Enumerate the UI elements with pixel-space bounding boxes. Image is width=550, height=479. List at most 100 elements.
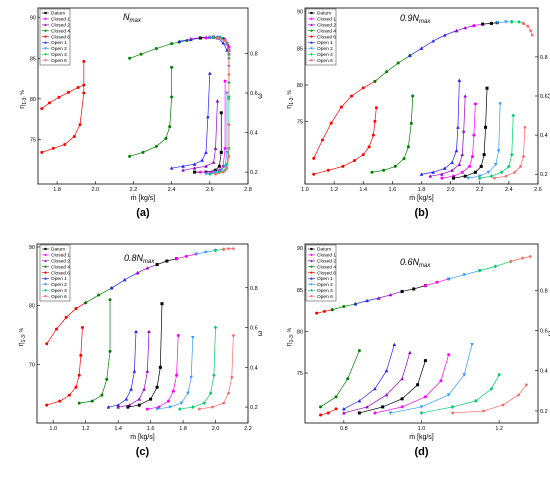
omega-point (186, 391, 190, 395)
omega-point (361, 153, 365, 157)
efficiency-point (184, 254, 188, 258)
efficiency-point (194, 252, 198, 256)
legend-entry: Open 2 (317, 282, 333, 288)
omega-point (346, 377, 350, 381)
omega-point (160, 302, 164, 306)
omega-line (200, 81, 226, 173)
efficiency-point (330, 308, 334, 312)
efficiency-point (412, 287, 416, 291)
omega-point (175, 373, 179, 377)
omega-point (374, 106, 378, 110)
legend-marker (310, 23, 313, 26)
omega-point (326, 168, 330, 172)
legend-marker (44, 29, 47, 32)
x-tick-label: 0.8 (340, 426, 348, 432)
omega-point (496, 149, 501, 153)
x-tick-label: 2.8 (244, 187, 252, 193)
efficiency-point (342, 304, 346, 308)
x-axis-label: ṁ [kg/s] (409, 434, 434, 441)
efficiency-point (431, 39, 435, 43)
x-tick-label: 2.0 (212, 426, 220, 432)
omega-point (423, 359, 427, 363)
legend-marker (310, 52, 313, 56)
omega-point (200, 158, 204, 162)
omega-point (223, 146, 227, 150)
efficiency-point (312, 156, 316, 160)
omega-point (365, 405, 369, 409)
omega-point (141, 150, 145, 154)
efficiency-point (188, 37, 193, 41)
omega-line (127, 303, 163, 408)
x-tick-label: 1.0 (301, 187, 309, 193)
eff-tick-label: 80 (30, 97, 36, 103)
omega-point (411, 94, 415, 98)
legend-marker (44, 17, 47, 20)
omega-point (116, 403, 120, 407)
omega-tick-label: 0.2 (250, 170, 258, 176)
omega-series-open-1 (419, 78, 462, 176)
omega-point (373, 411, 377, 415)
omega-series-closed-6 (45, 326, 84, 407)
omega-point (208, 71, 212, 75)
x-tick-label: 1.6 (389, 187, 397, 193)
omega-point (208, 391, 213, 396)
legend-entry: Closed 1 (51, 17, 70, 23)
efficiency-point (423, 284, 427, 288)
omega-tick-label: 0.8 (250, 51, 258, 57)
omega-series-closed-4 (319, 349, 361, 409)
efficiency-series-datum (400, 284, 427, 293)
omega-point (230, 375, 234, 379)
omega-series-closed-1 (198, 79, 227, 174)
omega-point (210, 405, 214, 409)
panel-3: 1.0 1.2 1.4 1.6 1.8 2.0 2.2 70 80 90 0.2 0.4 0.6 0.8 ṁ… (18, 243, 264, 441)
omega-point (106, 405, 111, 409)
omega-point (51, 146, 55, 150)
x-tick-label: 2.6 (206, 187, 214, 193)
omega-line (79, 299, 111, 404)
omega-point (473, 170, 477, 174)
omega-point (193, 170, 197, 174)
efficiency-series-open-1 (109, 270, 140, 290)
legend-marker (44, 271, 47, 274)
efficiency-point (227, 247, 231, 251)
omega-point (67, 393, 71, 397)
legend-marker (44, 52, 47, 56)
x-tick-label: 1.6 (147, 426, 155, 432)
panel-label: (d) (414, 446, 428, 458)
omega-point (319, 405, 323, 409)
omega-tick-label: 0.4 (250, 131, 258, 137)
omega-point (105, 377, 109, 381)
legend-marker (44, 11, 47, 15)
legend-marker (44, 265, 47, 268)
omega-series-open-2 (155, 335, 195, 411)
efficiency-point (74, 307, 78, 311)
omega-point (457, 162, 462, 166)
omega-point (511, 113, 516, 118)
omega-series-closed-2 (116, 329, 151, 409)
legend-marker (310, 41, 313, 44)
efficiency-series-datum (155, 257, 179, 267)
omega-point (493, 162, 498, 167)
omega-point (170, 95, 174, 99)
plot-frame (36, 243, 249, 424)
omega-point (371, 133, 375, 137)
omega-series-open-4 (178, 325, 218, 412)
omega-point (77, 401, 81, 405)
eff-tick-label: 80 (297, 329, 303, 335)
efficiency-point (435, 280, 439, 284)
efficiency-point (504, 20, 508, 24)
omega-point (58, 399, 62, 403)
omega-point (357, 349, 361, 353)
legend-marker (310, 295, 313, 298)
omega-point (342, 411, 346, 415)
efficiency-point (154, 47, 158, 51)
omega-line (199, 335, 234, 410)
efficiency-point (373, 79, 377, 83)
omega-point (154, 144, 158, 148)
omega-tick-label: 0.4 (540, 369, 548, 375)
omega-point (482, 153, 486, 157)
efficiency-series-closed-6 (312, 79, 377, 160)
omega-tick-label: 0.2 (250, 405, 258, 411)
omega-point (460, 152, 465, 157)
legend-entry: Closed 2 (51, 23, 70, 29)
